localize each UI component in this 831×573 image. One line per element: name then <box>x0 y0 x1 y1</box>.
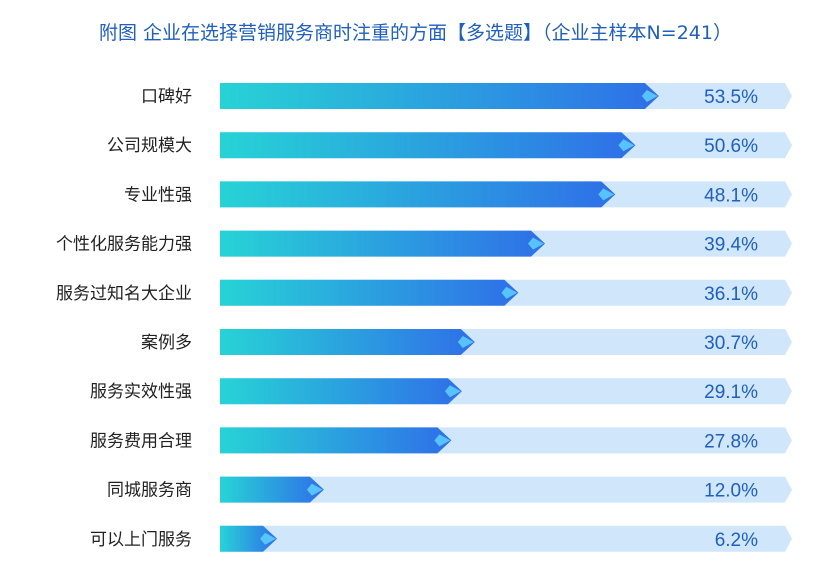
category-label: 服务过知名大企业 <box>56 284 192 304</box>
value-label: 27.8% <box>704 431 758 452</box>
value-label: 39.4% <box>704 235 758 256</box>
bar-row: 服务费用合理 27.8% <box>90 427 792 454</box>
bar-tip-marker <box>306 483 323 496</box>
value-label: 48.1% <box>704 185 758 206</box>
category-label: 服务费用合理 <box>90 431 192 451</box>
value-label: 30.7% <box>704 333 758 354</box>
bar-row: 个性化服务能力强 39.4% <box>56 230 792 257</box>
bar-row: 服务实效性强 29.1% <box>90 378 792 405</box>
bar <box>220 230 546 257</box>
category-label: 专业性强 <box>124 185 192 205</box>
value-label: 6.2% <box>715 530 758 551</box>
value-label: 53.5% <box>704 87 758 108</box>
bar <box>220 181 616 208</box>
bar-tip-marker <box>444 385 461 398</box>
bar-row: 同城服务商 12.0% <box>107 476 792 503</box>
bar-row: 服务过知名大企业 36.1% <box>56 279 792 306</box>
bar <box>220 476 324 503</box>
bar-row: 公司规模大 50.6% <box>107 132 792 159</box>
bar-tip-marker <box>501 286 518 299</box>
bar-track <box>220 525 792 552</box>
chart-title: 附图 企业在选择营销服务商时注重的方面【多选题】（企业主样本N=241） <box>99 22 732 44</box>
bar-tip-marker <box>641 90 658 102</box>
bar-row: 可以上门服务 6.2% <box>90 525 792 552</box>
category-label: 同城服务商 <box>107 481 192 501</box>
bar-track <box>220 476 792 503</box>
category-label: 公司规模大 <box>107 136 192 156</box>
category-label: 可以上门服务 <box>90 530 192 550</box>
bar-tip-marker <box>618 139 635 152</box>
bar-row: 口碑好 53.5% <box>141 83 792 109</box>
value-label: 50.6% <box>704 136 758 157</box>
bar <box>220 525 278 552</box>
bar <box>220 329 475 355</box>
bar <box>220 83 659 109</box>
category-label: 服务实效性强 <box>90 382 192 402</box>
category-label: 口碑好 <box>141 87 192 107</box>
bar-tip-marker <box>434 434 451 447</box>
bar <box>220 132 636 159</box>
value-label: 36.1% <box>704 284 758 305</box>
bar-tip-marker <box>260 532 277 545</box>
bar-row: 专业性强 48.1% <box>124 181 792 208</box>
bar-tip-marker <box>457 336 474 348</box>
bar-row: 案例多 30.7% <box>141 329 792 355</box>
category-label: 案例多 <box>141 333 192 353</box>
bar <box>220 279 519 306</box>
value-label: 29.1% <box>704 382 758 403</box>
bar <box>220 378 462 405</box>
bar <box>220 427 452 454</box>
bar-tip-marker <box>528 237 545 250</box>
bar-tip-marker <box>598 188 615 201</box>
category-label: 个性化服务能力强 <box>56 235 192 255</box>
value-label: 12.0% <box>704 481 758 502</box>
